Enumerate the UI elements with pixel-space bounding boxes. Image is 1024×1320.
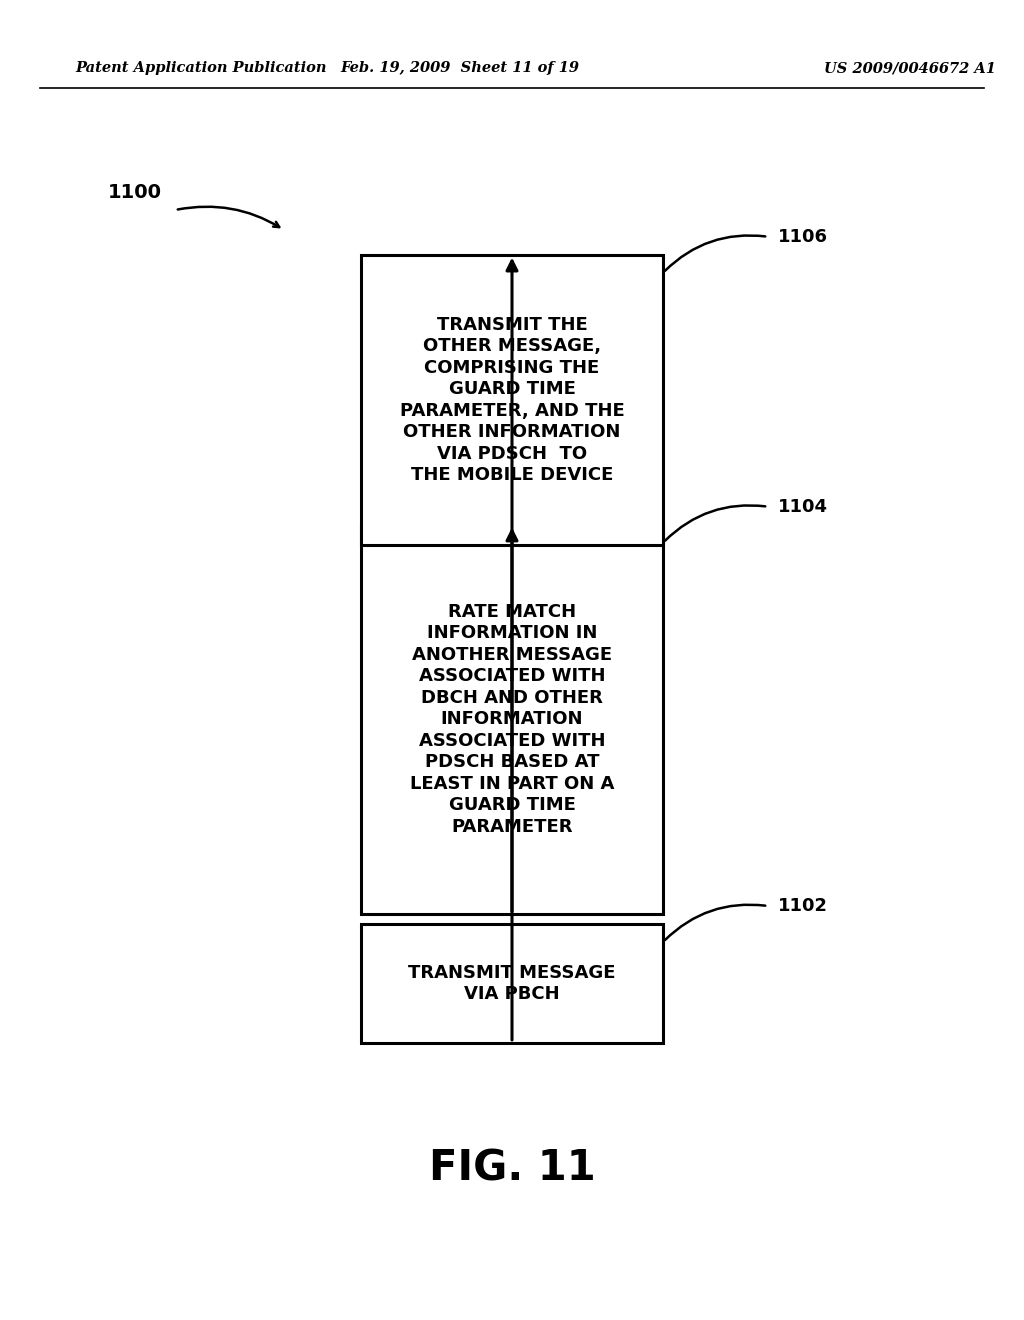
Bar (361, 924, 664, 1043)
Text: TRANSMIT MESSAGE
VIA PBCH: TRANSMIT MESSAGE VIA PBCH (409, 964, 615, 1003)
Text: 1106: 1106 (778, 228, 828, 246)
Text: TRANSMIT THE
OTHER MESSAGE,
COMPRISING THE
GUARD TIME
PARAMETER, AND THE
OTHER I: TRANSMIT THE OTHER MESSAGE, COMPRISING T… (399, 315, 625, 484)
Bar (361, 255, 664, 545)
Text: Feb. 19, 2009  Sheet 11 of 19: Feb. 19, 2009 Sheet 11 of 19 (341, 61, 580, 75)
Text: 1102: 1102 (778, 898, 828, 915)
Text: FIG. 11: FIG. 11 (429, 1147, 595, 1189)
Text: US 2009/0046672 A1: US 2009/0046672 A1 (824, 61, 996, 75)
Text: 1104: 1104 (778, 498, 828, 516)
Text: Patent Application Publication: Patent Application Publication (75, 61, 327, 75)
Text: RATE MATCH
INFORMATION IN
ANOTHER MESSAGE
ASSOCIATED WITH
DBCH AND OTHER
INFORMA: RATE MATCH INFORMATION IN ANOTHER MESSAG… (410, 603, 614, 836)
Text: 1100: 1100 (108, 183, 162, 202)
Bar (361, 525, 664, 913)
